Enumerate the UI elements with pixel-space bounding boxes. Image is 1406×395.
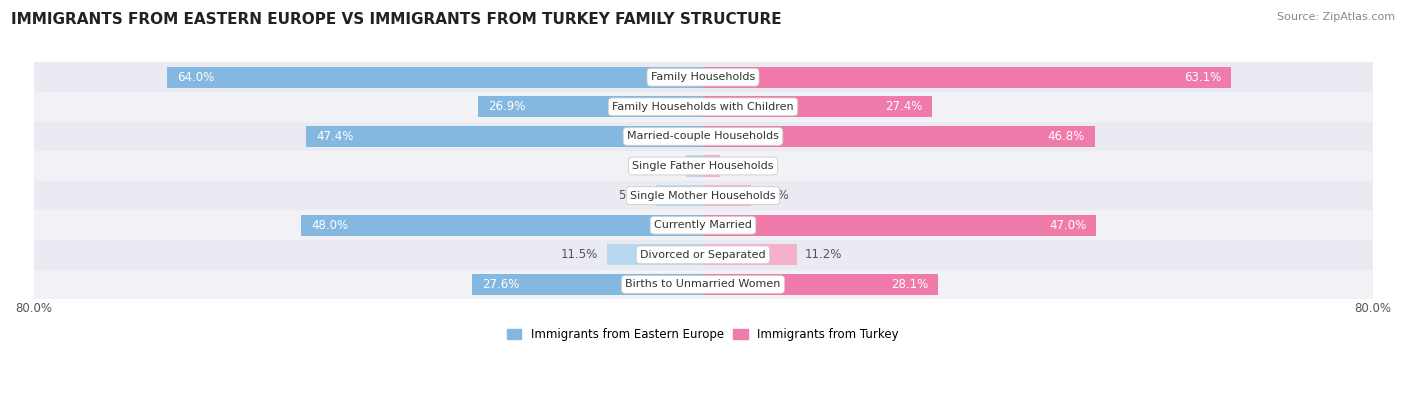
Text: Single Mother Households: Single Mother Households bbox=[630, 191, 776, 201]
Text: IMMIGRANTS FROM EASTERN EUROPE VS IMMIGRANTS FROM TURKEY FAMILY STRUCTURE: IMMIGRANTS FROM EASTERN EUROPE VS IMMIGR… bbox=[11, 12, 782, 27]
Bar bbox=[472, 274, 703, 295]
Text: 5.7%: 5.7% bbox=[759, 189, 789, 202]
Text: Family Households: Family Households bbox=[651, 72, 755, 82]
Text: 2.0%: 2.0% bbox=[648, 160, 678, 173]
Text: 26.9%: 26.9% bbox=[488, 100, 526, 113]
Text: Currently Married: Currently Married bbox=[654, 220, 752, 230]
Bar bbox=[703, 274, 938, 295]
Text: Family Households with Children: Family Households with Children bbox=[612, 102, 794, 112]
Bar bbox=[34, 122, 1372, 151]
Text: Single Father Households: Single Father Households bbox=[633, 161, 773, 171]
Text: 63.1%: 63.1% bbox=[1184, 71, 1220, 84]
Bar bbox=[703, 214, 1097, 236]
Bar bbox=[657, 185, 703, 206]
Bar bbox=[703, 66, 1232, 88]
Text: 47.4%: 47.4% bbox=[316, 130, 354, 143]
Bar bbox=[301, 214, 703, 236]
Bar bbox=[607, 244, 703, 265]
Bar bbox=[34, 181, 1372, 211]
Bar bbox=[307, 126, 703, 147]
Text: 28.1%: 28.1% bbox=[891, 278, 928, 291]
Bar bbox=[703, 244, 797, 265]
Text: 48.0%: 48.0% bbox=[311, 219, 349, 232]
Legend: Immigrants from Eastern Europe, Immigrants from Turkey: Immigrants from Eastern Europe, Immigran… bbox=[502, 323, 904, 346]
Text: 2.0%: 2.0% bbox=[728, 160, 758, 173]
Text: 27.6%: 27.6% bbox=[482, 278, 519, 291]
Bar bbox=[34, 151, 1372, 181]
Bar bbox=[703, 96, 932, 117]
Text: 5.6%: 5.6% bbox=[619, 189, 648, 202]
Bar bbox=[167, 66, 703, 88]
Bar bbox=[34, 92, 1372, 122]
Bar bbox=[686, 155, 703, 177]
Text: 64.0%: 64.0% bbox=[177, 71, 215, 84]
Bar bbox=[703, 126, 1095, 147]
Bar bbox=[34, 62, 1372, 92]
Bar bbox=[703, 155, 720, 177]
Text: 46.8%: 46.8% bbox=[1047, 130, 1084, 143]
Bar bbox=[34, 211, 1372, 240]
Text: Births to Unmarried Women: Births to Unmarried Women bbox=[626, 279, 780, 290]
Bar bbox=[703, 185, 751, 206]
Text: Divorced or Separated: Divorced or Separated bbox=[640, 250, 766, 260]
Bar bbox=[478, 96, 703, 117]
Text: 11.5%: 11.5% bbox=[561, 248, 599, 261]
Text: 11.2%: 11.2% bbox=[806, 248, 842, 261]
Text: Married-couple Households: Married-couple Households bbox=[627, 132, 779, 141]
Bar bbox=[34, 240, 1372, 270]
Text: Source: ZipAtlas.com: Source: ZipAtlas.com bbox=[1277, 12, 1395, 22]
Text: 47.0%: 47.0% bbox=[1049, 219, 1087, 232]
Bar bbox=[34, 270, 1372, 299]
Text: 27.4%: 27.4% bbox=[884, 100, 922, 113]
